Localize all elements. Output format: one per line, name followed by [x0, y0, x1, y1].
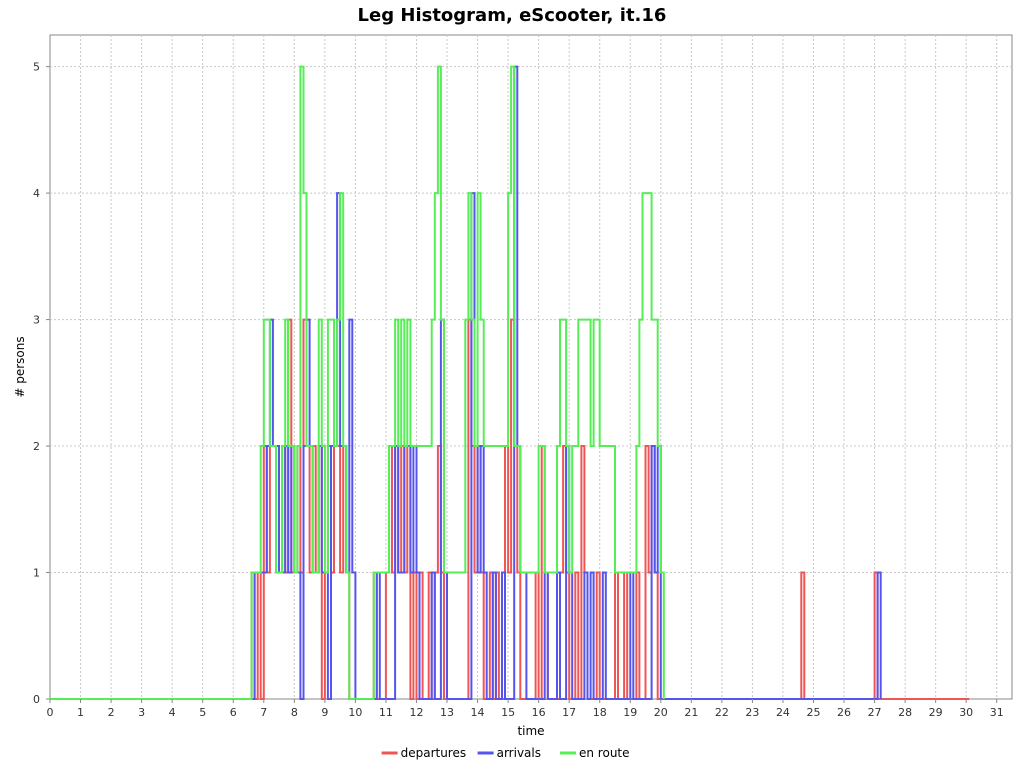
x-axis-ticks: 0 1 2 3 4 5 6 7 8 9 10 11 12 13 14 15 16 17 18 19 20 21 22 23 24…	[47, 699, 1004, 719]
legend-item-label: arrivals	[497, 746, 541, 760]
x-tick-label: 31	[990, 706, 1004, 719]
plot-area	[49, 34, 1013, 700]
x-tick-label: 26	[837, 706, 851, 719]
y-tick-label: 0	[33, 693, 40, 706]
chart-title: Leg Histogram, eScooter, it.16	[358, 5, 667, 26]
x-tick-label: 10	[348, 706, 362, 719]
x-tick-label: 9	[321, 706, 328, 719]
x-tick-label: 27	[868, 706, 882, 719]
x-tick-label: 14	[471, 706, 485, 719]
x-tick-label: 30	[959, 706, 973, 719]
x-tick-label: 16	[532, 706, 546, 719]
y-tick-label: 1	[33, 567, 40, 580]
y-tick-label: 5	[33, 61, 40, 74]
x-axis-label: time	[517, 724, 544, 738]
x-tick-label: 19	[623, 706, 637, 719]
x-tick-label: 17	[562, 706, 576, 719]
y-tick-label: 4	[33, 187, 40, 200]
x-tick-label: 15	[501, 706, 515, 719]
x-tick-label: 1	[77, 706, 84, 719]
x-tick-label: 11	[379, 706, 393, 719]
legend: departures arrivals en route	[381, 746, 630, 760]
series-layer	[50, 65, 970, 700]
y-axis-ticks: 0 1 2 3 4 5	[33, 61, 50, 706]
x-tick-label: 25	[806, 706, 820, 719]
x-tick-label: 23	[745, 706, 759, 719]
x-tick-label: 4	[169, 706, 176, 719]
x-tick-label: 18	[593, 706, 607, 719]
x-tick-label: 22	[715, 706, 729, 719]
series-line-en-route	[50, 65, 665, 700]
x-tick-label: 24	[776, 706, 790, 719]
x-tick-label: 20	[654, 706, 668, 719]
x-tick-label: 2	[108, 706, 115, 719]
legend-item-label: en route	[579, 746, 630, 760]
x-tick-label: 6	[230, 706, 237, 719]
x-tick-label: 7	[260, 706, 267, 719]
y-tick-label: 2	[33, 440, 40, 453]
x-tick-label: 12	[409, 706, 423, 719]
x-tick-label: 13	[440, 706, 454, 719]
x-tick-label: 5	[199, 706, 206, 719]
x-tick-label: 28	[898, 706, 912, 719]
y-tick-label: 3	[33, 314, 40, 327]
x-tick-label: 0	[47, 706, 54, 719]
x-tick-label: 29	[929, 706, 943, 719]
x-tick-label: 3	[138, 706, 145, 719]
x-tick-label: 21	[684, 706, 698, 719]
y-axis-label: # persons	[13, 336, 27, 397]
legend-item-label: departures	[401, 746, 467, 760]
x-tick-label: 8	[291, 706, 298, 719]
